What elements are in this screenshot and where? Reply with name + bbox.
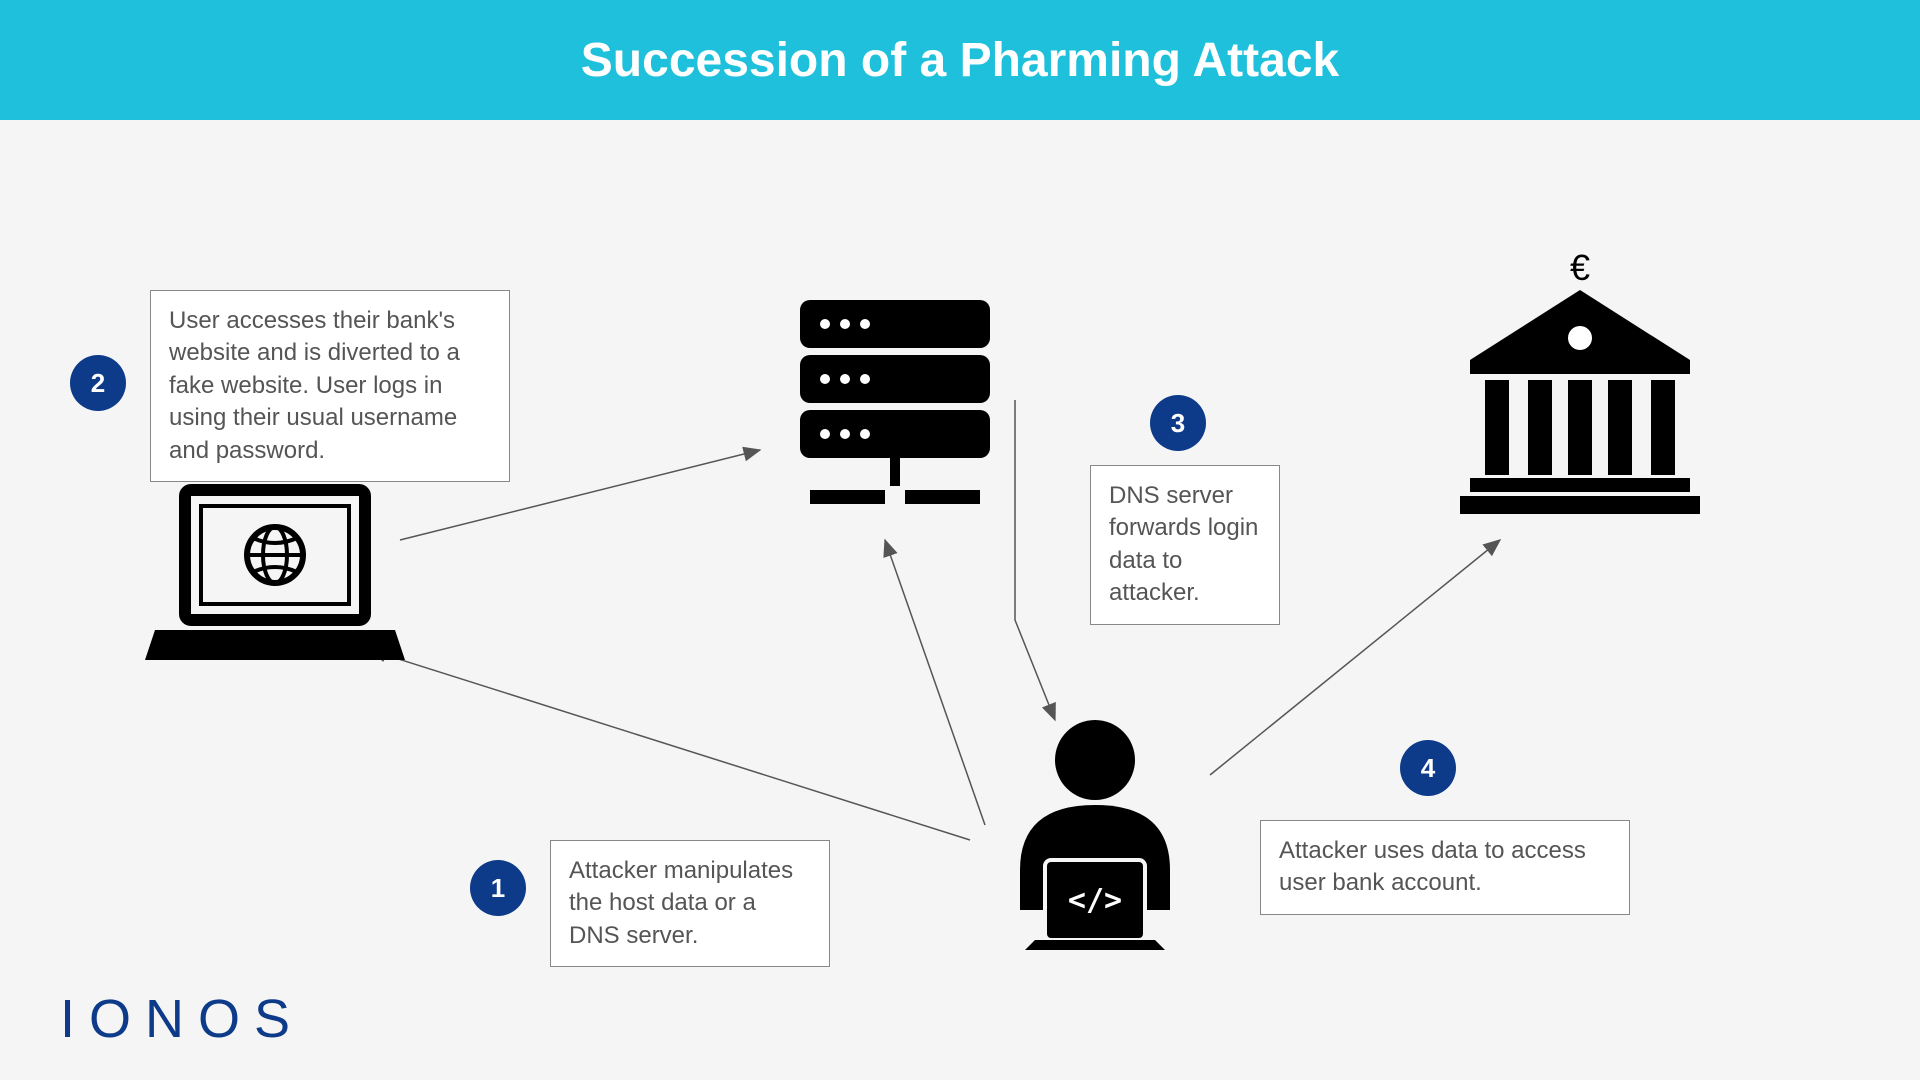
arrow-attacker-to-server (885, 540, 985, 825)
step-text: User accesses their bank's website and i… (169, 307, 460, 464)
step-box-3: DNS server forwards login data to attack… (1090, 465, 1280, 625)
step-number: 1 (491, 873, 505, 904)
step-number: 4 (1421, 753, 1435, 784)
step-badge-4: 4 (1400, 740, 1456, 796)
step-box-1: Attacker manipulates the host data or a … (550, 840, 830, 967)
step-badge-2: 2 (70, 355, 126, 411)
diagram-canvas: </> € 1 Attacker manipulates the host da… (0, 120, 1920, 1080)
step-number: 2 (91, 368, 105, 399)
step-badge-1: 1 (470, 860, 526, 916)
ionos-logo: IONOS (60, 988, 304, 1050)
step-text: DNS server forwards login data to attack… (1109, 482, 1258, 606)
server-icon (780, 290, 1010, 530)
step-text: Attacker uses data to access user bank a… (1279, 837, 1586, 896)
arrow-server-to-attacker (1015, 400, 1055, 720)
header-banner: Succession of a Pharming Attack (0, 0, 1920, 120)
bank-icon: € (1450, 250, 1710, 520)
laptop-icon (145, 480, 405, 680)
step-box-2: User accesses their bank's website and i… (150, 290, 510, 482)
step-number: 3 (1171, 408, 1185, 439)
attacker-icon: </> (980, 710, 1210, 950)
arrow-attacker-to-laptop (370, 650, 970, 840)
step-box-4: Attacker uses data to access user bank a… (1260, 820, 1630, 915)
step-badge-3: 3 (1150, 395, 1206, 451)
page-title: Succession of a Pharming Attack (581, 33, 1339, 88)
svg-text:</>: </> (1068, 883, 1122, 918)
step-text: Attacker manipulates the host data or a … (569, 857, 793, 949)
currency-symbol: € (1570, 250, 1590, 288)
